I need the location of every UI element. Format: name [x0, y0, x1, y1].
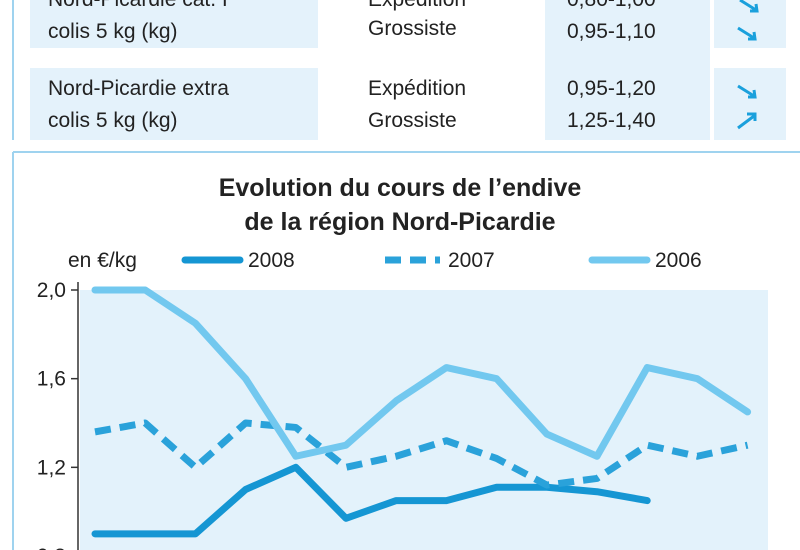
y-tick-label: 1,2: [37, 456, 66, 479]
cell-text: Grossiste: [368, 109, 457, 132]
cell-text: 0,95-1,20: [567, 77, 656, 100]
cell-text: Nord-Picardie extra: [48, 77, 229, 100]
cell-text: Grossiste: [368, 17, 457, 40]
chart-title: de la région Nord-Picardie: [244, 208, 555, 236]
legend-label: 2006: [655, 249, 702, 272]
series-line: [94, 419, 749, 489]
arrow-down: [737, 84, 757, 99]
cell-text: colis 5 kg (kg): [48, 20, 178, 43]
arrow-up: [737, 112, 757, 130]
cell: [30, 68, 318, 140]
y-tick-label: 0,8: [37, 545, 66, 550]
cell: [30, 0, 318, 48]
cell-text: 0,95-1,10: [567, 20, 656, 43]
y-tick-label: 1,6: [37, 368, 66, 391]
y-axis-label: en €/kg: [68, 249, 137, 272]
legend-label: 2008: [248, 249, 295, 272]
cell: [714, 68, 786, 140]
y-tick-label: 2,0: [37, 279, 66, 302]
series-line: [91, 463, 651, 538]
plot: 2,0 1,6 1,2 0,8 2008 2007 2006: [37, 249, 768, 550]
arrow-down: [737, 26, 757, 41]
cell-text: colis 5 kg (kg): [48, 109, 178, 132]
trend-icons: [737, 0, 759, 130]
cell: [545, 0, 710, 140]
cell-text: 0,80-1,00: [567, 0, 656, 11]
cell-text: Expédition: [368, 0, 466, 11]
cell-text: Expédition: [368, 77, 466, 100]
arrow-down: [739, 0, 759, 13]
chart-title: Evolution du cours de l’endive: [219, 174, 582, 202]
legend-label: 2007: [448, 249, 495, 272]
plot-area: [80, 290, 768, 550]
cell-text: 1,25-1,40: [567, 109, 656, 132]
cell-text: Nord-Picardie cat. I: [48, 0, 228, 11]
series-line: [91, 286, 752, 460]
